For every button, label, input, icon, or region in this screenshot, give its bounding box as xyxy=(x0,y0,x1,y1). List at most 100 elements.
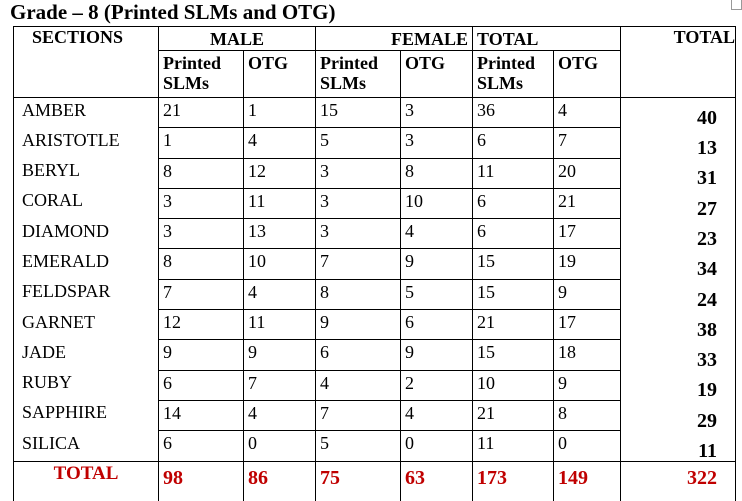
value-cell: 0 xyxy=(243,430,316,462)
data-row: FELDSPAR 7 4 8 5 15 9 24 xyxy=(13,278,737,311)
corner-icon xyxy=(731,0,742,10)
value-cell: 21 xyxy=(553,187,622,220)
total-row: TOTAL 98 86 75 63 173 149 322 xyxy=(13,460,737,501)
value-cell: 4 xyxy=(553,96,622,129)
row-label: BERYL xyxy=(13,158,159,189)
subheader-cell: Printed SLMs xyxy=(315,50,401,98)
data-row: AMBER 21 1 15 3 36 4 40 xyxy=(13,96,737,129)
row-label: ARISTOTLE xyxy=(13,127,159,159)
value-cell: 8 xyxy=(553,399,622,432)
header-row: SECTIONS MALE FEMALE TOTAL TOTAL xyxy=(13,26,737,98)
value-cell: 15 xyxy=(315,96,401,129)
value-cell: 4 xyxy=(243,278,316,311)
value-cell: 8 xyxy=(399,157,474,189)
header-cell: SECTIONS xyxy=(13,26,159,98)
value-cell: 12 xyxy=(158,309,244,341)
value-cell: 10 xyxy=(399,187,474,220)
value-cell: 1 xyxy=(158,127,244,159)
value-cell: 3 xyxy=(399,127,474,159)
value-cell: 6 xyxy=(315,339,401,371)
table-body: SECTIONS MALE FEMALE TOTAL TOTAL Printed… xyxy=(13,26,737,501)
value-cell: 19 xyxy=(620,370,737,401)
value-cell: 7 xyxy=(158,278,244,311)
value-cell: 7 xyxy=(315,399,401,432)
row-label: JADE xyxy=(13,339,159,371)
value-cell: 4 xyxy=(315,369,401,401)
value-cell: 21 xyxy=(472,399,555,432)
value-cell: 13 xyxy=(620,127,737,159)
value-cell: 11 xyxy=(472,430,555,462)
value-cell: 8 xyxy=(158,248,244,280)
row-label: EMERALD xyxy=(13,248,159,280)
value-cell: 9 xyxy=(399,339,474,371)
value-cell: 86 xyxy=(243,460,316,501)
value-cell: 4 xyxy=(399,218,474,250)
value-cell: 75 xyxy=(315,460,401,501)
value-cell: 23 xyxy=(620,218,737,249)
data-row: BERYL 8 12 3 8 11 20 31 xyxy=(13,157,737,189)
value-cell: 15 xyxy=(472,339,555,371)
value-cell: 15 xyxy=(472,278,555,311)
subheader-cell: OTG xyxy=(399,50,474,98)
value-cell: 8 xyxy=(158,157,244,189)
header-cell: TOTAL xyxy=(472,26,622,51)
row-label: DIAMOND xyxy=(13,218,159,249)
data-row: GARNET 12 11 9 6 21 17 38 xyxy=(13,309,737,341)
value-cell: 19 xyxy=(553,248,622,280)
value-cell: 8 xyxy=(315,278,401,311)
subheader-row: Printed SLMs OTG Printed SLMs OTG Printed SL… xyxy=(14,50,736,98)
subheader-cell: OTG xyxy=(553,50,622,98)
data-row: SAPPHIRE 14 4 7 4 21 8 29 xyxy=(13,399,737,432)
value-cell: 13 xyxy=(243,218,316,250)
value-cell: 7 xyxy=(243,369,316,401)
value-cell: 3 xyxy=(158,218,244,250)
value-cell: 6 xyxy=(472,187,555,220)
data-row: JADE 9 9 6 9 15 18 33 xyxy=(13,339,737,371)
value-cell: 3 xyxy=(399,96,474,129)
value-cell: 5 xyxy=(399,278,474,311)
value-cell: 34 xyxy=(620,248,737,280)
data-row: DIAMOND 3 13 3 4 6 17 23 xyxy=(13,218,737,250)
value-cell: 9 xyxy=(399,248,474,280)
row-label: FELDSPAR xyxy=(13,279,159,310)
value-cell: 29 xyxy=(620,400,737,431)
value-cell: 7 xyxy=(553,127,622,159)
title: Grade – 8 (Printed SLMs and OTG) xyxy=(10,0,336,24)
value-cell: 173 xyxy=(472,460,555,501)
value-cell: 40 xyxy=(620,97,737,128)
value-cell: 15 xyxy=(472,248,555,280)
value-cell: 9 xyxy=(315,309,401,341)
value-cell: 9 xyxy=(553,278,622,311)
value-cell: 5 xyxy=(315,127,401,159)
value-cell: 36 xyxy=(472,96,555,129)
value-cell: 31 xyxy=(620,158,737,189)
value-cell: 7 xyxy=(315,248,401,280)
value-cell: 6 xyxy=(399,309,474,341)
subheader-cell: Printed SLMs xyxy=(158,50,244,98)
value-cell: 4 xyxy=(243,127,316,159)
row-label: CORAL xyxy=(13,188,159,219)
value-cell: 6 xyxy=(472,218,555,250)
row-label: RUBY xyxy=(13,370,159,401)
value-cell: 20 xyxy=(553,157,622,189)
value-cell: 3 xyxy=(158,187,244,220)
value-cell: 10 xyxy=(243,248,316,280)
value-cell: 9 xyxy=(243,339,316,371)
row-label: AMBER xyxy=(13,97,159,128)
row-label: TOTAL xyxy=(13,460,159,501)
header-cell: FEMALE xyxy=(314,26,474,51)
value-cell: 11 xyxy=(243,187,316,220)
value-cell: 9 xyxy=(158,339,244,371)
value-cell: 149 xyxy=(553,460,622,501)
value-cell: 6 xyxy=(472,127,555,159)
header-cell: MALE xyxy=(158,26,316,51)
value-cell: 17 xyxy=(553,218,622,250)
value-cell: 27 xyxy=(620,188,737,219)
value-cell: 33 xyxy=(620,339,737,371)
value-cell: 98 xyxy=(158,460,244,501)
value-cell: 9 xyxy=(553,369,622,401)
data-row: CORAL 3 11 3 10 6 21 27 xyxy=(13,187,737,220)
value-cell: 3 xyxy=(315,187,401,220)
data-row: SILICA 6 0 5 0 11 0 11 xyxy=(13,430,737,462)
